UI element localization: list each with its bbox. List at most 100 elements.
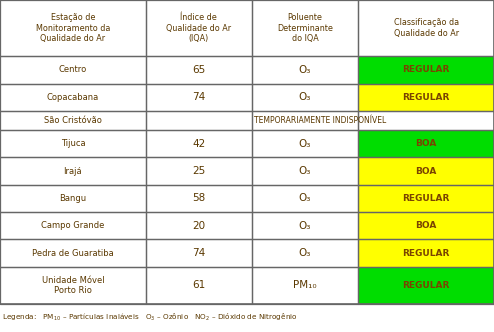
Bar <box>0 0 146 56</box>
Bar <box>0 111 146 130</box>
Bar <box>0 185 146 212</box>
Bar <box>146 84 252 111</box>
Bar <box>358 130 494 157</box>
Bar <box>252 212 358 239</box>
Bar <box>358 212 494 239</box>
Bar <box>358 267 494 304</box>
Bar <box>0 157 146 185</box>
Bar <box>146 0 252 56</box>
Bar <box>252 56 358 84</box>
Text: Índice de
Qualidade do Ar
(IQA): Índice de Qualidade do Ar (IQA) <box>166 13 231 43</box>
Bar <box>358 84 494 111</box>
Text: PM₁₀: PM₁₀ <box>293 280 317 290</box>
Bar <box>0 0 146 56</box>
Bar <box>146 212 252 239</box>
Bar <box>0 84 146 111</box>
Text: O₃: O₃ <box>299 166 311 176</box>
Text: O₃: O₃ <box>299 248 311 258</box>
Text: Estação de
Monitoramento da
Qualidade do Ar: Estação de Monitoramento da Qualidade do… <box>36 13 110 43</box>
Bar <box>0 239 146 267</box>
Text: 74: 74 <box>192 92 206 102</box>
Bar <box>146 0 252 56</box>
Text: REGULAR: REGULAR <box>403 281 450 290</box>
Text: O₃: O₃ <box>299 139 311 149</box>
Bar <box>252 56 358 84</box>
Bar <box>252 130 358 157</box>
Text: 65: 65 <box>192 65 206 75</box>
Bar <box>0 157 146 185</box>
Bar <box>252 0 358 56</box>
Text: Pedra de Guaratiba: Pedra de Guaratiba <box>32 249 114 258</box>
Text: 74: 74 <box>192 248 206 258</box>
Text: Classificação da
Qualidade do Ar: Classificação da Qualidade do Ar <box>394 18 458 38</box>
Bar <box>0 267 146 304</box>
Bar <box>252 111 358 130</box>
Bar <box>146 239 252 267</box>
Bar <box>0 185 146 212</box>
Bar <box>358 84 494 111</box>
Text: BOA: BOA <box>415 221 437 230</box>
Bar <box>146 56 252 84</box>
Bar <box>146 157 252 185</box>
Bar <box>252 157 358 185</box>
Bar <box>358 111 494 130</box>
Bar <box>146 185 252 212</box>
Text: 61: 61 <box>192 280 206 290</box>
Bar <box>146 111 252 130</box>
Text: REGULAR: REGULAR <box>403 194 450 203</box>
Text: O₃: O₃ <box>299 221 311 231</box>
Bar <box>0 267 146 304</box>
Bar <box>146 267 252 304</box>
Bar <box>0 212 146 239</box>
Text: O₃: O₃ <box>299 65 311 75</box>
Bar <box>358 130 494 157</box>
Bar <box>146 157 252 185</box>
Text: TEMPORARIAMENTE INDISPONÍVEL: TEMPORARIAMENTE INDISPONÍVEL <box>254 116 386 125</box>
Bar <box>146 267 252 304</box>
Text: BOA: BOA <box>415 167 437 176</box>
Bar <box>0 130 146 157</box>
Bar <box>0 130 146 157</box>
Text: REGULAR: REGULAR <box>403 249 450 258</box>
Bar <box>146 56 252 84</box>
Bar <box>358 111 494 130</box>
Text: Legenda:   PM$_{10}$ – Partículas Inaláveis   O$_3$ – Ozônio   NO$_2$ – Dióxido : Legenda: PM$_{10}$ – Partículas Inalávei… <box>2 312 298 323</box>
Bar <box>252 239 358 267</box>
Bar <box>252 267 358 304</box>
Text: São Cristóvão: São Cristóvão <box>44 116 102 125</box>
Text: Poluente
Determinante
do IQA: Poluente Determinante do IQA <box>277 13 333 43</box>
Text: Irajá: Irajá <box>64 167 82 176</box>
Text: REGULAR: REGULAR <box>403 93 450 102</box>
Text: O₃: O₃ <box>299 194 311 204</box>
Text: Campo Grande: Campo Grande <box>41 221 105 230</box>
Bar <box>358 239 494 267</box>
Bar <box>358 157 494 185</box>
Bar <box>358 239 494 267</box>
Text: REGULAR: REGULAR <box>403 65 450 74</box>
Text: 42: 42 <box>192 139 206 149</box>
Bar <box>358 185 494 212</box>
Bar <box>358 267 494 304</box>
Bar <box>146 130 252 157</box>
Bar <box>358 185 494 212</box>
Text: 20: 20 <box>192 221 206 231</box>
Bar <box>146 130 252 157</box>
Bar <box>0 56 146 84</box>
Bar <box>252 130 358 157</box>
Text: 25: 25 <box>192 166 206 176</box>
Bar <box>358 212 494 239</box>
Bar <box>252 267 358 304</box>
Bar <box>252 185 358 212</box>
Text: Bangu: Bangu <box>59 194 86 203</box>
Bar <box>146 185 252 212</box>
Bar <box>252 212 358 239</box>
Bar <box>0 56 146 84</box>
Bar <box>146 212 252 239</box>
Bar <box>358 0 494 56</box>
Text: Copacabana: Copacabana <box>47 93 99 102</box>
Bar <box>358 0 494 56</box>
Text: Centro: Centro <box>59 65 87 74</box>
Bar <box>146 239 252 267</box>
Bar <box>358 157 494 185</box>
Bar <box>252 0 358 56</box>
